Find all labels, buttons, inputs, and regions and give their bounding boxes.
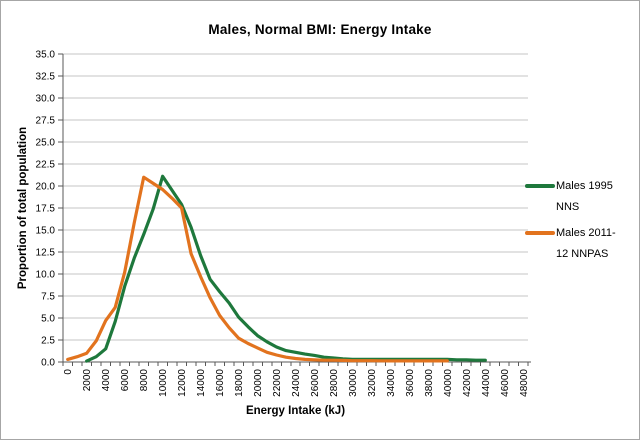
legend-item-males-2011-12-nnpas: Males 2011- 12 NNPAS — [525, 223, 639, 265]
svg-text:12.5: 12.5 — [36, 248, 56, 259]
svg-text:35.0: 35.0 — [36, 50, 56, 61]
svg-text:22.5: 22.5 — [36, 160, 56, 171]
svg-text:10000: 10000 — [158, 369, 169, 397]
svg-text:30000: 30000 — [348, 369, 359, 397]
svg-text:42000: 42000 — [462, 369, 473, 397]
svg-text:36000: 36000 — [405, 369, 416, 397]
svg-text:25.0: 25.0 — [36, 138, 56, 149]
svg-text:28000: 28000 — [329, 369, 340, 397]
y-axis-title: Proportion of total population — [17, 126, 29, 290]
svg-text:16000: 16000 — [215, 369, 226, 397]
legend-marker-line — [525, 184, 555, 188]
svg-text:8000: 8000 — [139, 369, 150, 392]
svg-text:20.0: 20.0 — [36, 182, 56, 193]
legend-label: Males 1995 NNS — [556, 176, 613, 218]
svg-text:34000: 34000 — [386, 369, 397, 397]
svg-text:32.5: 32.5 — [36, 72, 56, 83]
svg-text:6000: 6000 — [120, 369, 131, 392]
svg-text:24000: 24000 — [291, 369, 302, 397]
svg-text:38000: 38000 — [424, 369, 435, 397]
svg-text:18000: 18000 — [234, 369, 245, 397]
svg-text:30.0: 30.0 — [36, 94, 56, 105]
chart-title: Males, Normal BMI: Energy Intake — [208, 22, 432, 37]
svg-text:0: 0 — [63, 369, 74, 375]
svg-text:40000: 40000 — [443, 369, 454, 397]
svg-text:48000: 48000 — [519, 369, 530, 397]
legend-label-line2: 12 NNPAS — [556, 248, 609, 260]
svg-text:0.0: 0.0 — [41, 358, 55, 369]
svg-text:44000: 44000 — [481, 369, 492, 397]
svg-text:17.5: 17.5 — [36, 204, 56, 215]
legend-item-males-1995-nns: Males 1995 NNS — [525, 176, 639, 218]
svg-text:5.0: 5.0 — [41, 314, 55, 325]
svg-text:46000: 46000 — [500, 369, 511, 397]
svg-text:14000: 14000 — [196, 369, 207, 397]
svg-text:4000: 4000 — [101, 369, 112, 392]
svg-text:20000: 20000 — [253, 369, 264, 397]
legend-label-line1: Males 1995 — [556, 180, 613, 192]
legend-marker-line — [525, 231, 555, 235]
legend: Males 1995 NNS Males 2011- 12 NNPAS — [525, 176, 639, 270]
svg-text:2000: 2000 — [82, 369, 93, 392]
svg-text:22000: 22000 — [272, 369, 283, 397]
svg-text:7.5: 7.5 — [41, 292, 55, 303]
svg-text:12000: 12000 — [177, 369, 188, 397]
svg-text:2.5: 2.5 — [41, 336, 55, 347]
x-axis-title: Energy Intake (kJ) — [245, 405, 346, 417]
legend-label-line2: NNS — [556, 201, 580, 213]
svg-text:10.0: 10.0 — [36, 270, 56, 281]
legend-label-line1: Males 2011- — [556, 227, 616, 239]
svg-text:27.5: 27.5 — [36, 116, 56, 127]
svg-text:15.0: 15.0 — [36, 226, 56, 237]
svg-text:32000: 32000 — [367, 369, 378, 397]
legend-label: Males 2011- 12 NNPAS — [556, 223, 616, 265]
svg-text:26000: 26000 — [310, 369, 321, 397]
